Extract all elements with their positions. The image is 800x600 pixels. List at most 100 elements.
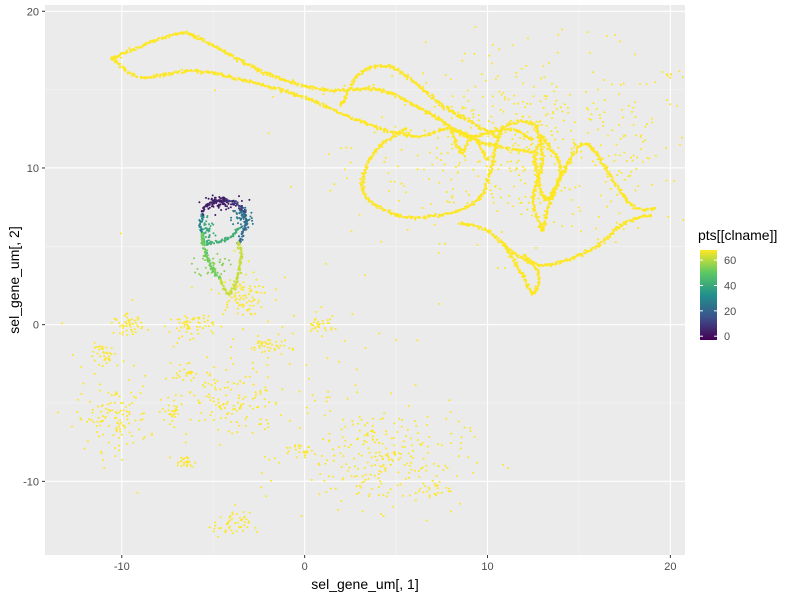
data-point [339,452,342,455]
data-point [251,219,254,222]
data-point [181,335,184,338]
data-point [127,319,130,322]
data-point [487,135,490,138]
data-point [622,222,625,225]
data-point [270,479,272,482]
data-point [459,129,462,132]
data-point [673,180,676,182]
data-point [222,287,225,290]
data-point [400,129,403,132]
data-point [275,340,278,343]
data-point [134,331,137,334]
data-point [566,259,569,262]
data-point [113,401,116,404]
data-point [514,169,517,172]
data-point [228,73,231,77]
data-point [276,345,279,348]
data-point [193,257,196,260]
data-point [230,219,232,222]
data-point [263,428,266,431]
data-point [491,105,494,108]
data-point [126,418,129,421]
data-point [242,206,245,209]
data-point [281,78,284,81]
data-point [448,124,451,127]
data-point [190,262,193,265]
data-point [422,72,425,75]
data-point [603,111,606,114]
data-point [203,247,206,250]
data-point [556,178,559,181]
data-point [273,457,276,460]
data-point [126,316,129,319]
data-point [445,191,448,193]
data-point [452,135,456,138]
data-point [203,244,206,247]
data-point [264,71,267,74]
data-point [618,170,621,173]
data-point [515,148,518,151]
data-point [427,134,430,137]
data-point [501,244,504,247]
data-point [538,182,541,185]
data-point [283,344,286,347]
data-point [258,423,261,426]
data-point [519,272,522,275]
data-point [287,80,290,83]
data-point [533,194,536,198]
data-point [369,89,373,92]
data-point [468,120,471,123]
data-point [242,281,245,284]
data-point [231,511,234,514]
data-point [128,71,131,75]
data-point [532,95,535,98]
data-point [370,158,373,161]
data-point [312,321,315,324]
data-point [508,194,511,197]
data-point [222,203,225,206]
data-point [644,125,647,128]
data-point [562,138,565,141]
data-point [428,95,431,98]
data-point [176,464,179,467]
data-point [223,237,226,240]
data-point [211,70,214,73]
data-point [624,134,627,137]
data-point [153,40,156,44]
data-point [527,201,530,204]
data-point [535,247,537,249]
data-point [570,129,573,132]
data-point [498,136,501,139]
data-point [537,215,541,219]
data-point [236,312,239,315]
data-point [533,128,536,131]
data-point [178,376,181,378]
data-point [170,318,173,321]
data-point [128,323,131,326]
data-point [204,266,207,269]
data-point [184,323,186,326]
data-point [128,422,130,425]
data-point [369,473,372,476]
data-point [425,469,428,472]
data-point [353,457,355,460]
data-point [414,216,417,219]
data-point [464,132,467,135]
data-point [549,191,552,195]
data-point [504,245,507,248]
data-point [183,325,186,328]
data-point [346,469,349,472]
data-point [665,147,667,150]
data-point [119,419,122,422]
data-point [358,416,361,418]
data-point [635,167,638,170]
data-point [400,148,403,151]
data-point [145,76,149,79]
data-point [496,210,499,213]
data-point [501,125,504,128]
data-point [376,128,379,131]
data-point [203,39,206,42]
data-point [177,32,180,35]
data-point [375,438,378,441]
data-point [431,131,434,134]
